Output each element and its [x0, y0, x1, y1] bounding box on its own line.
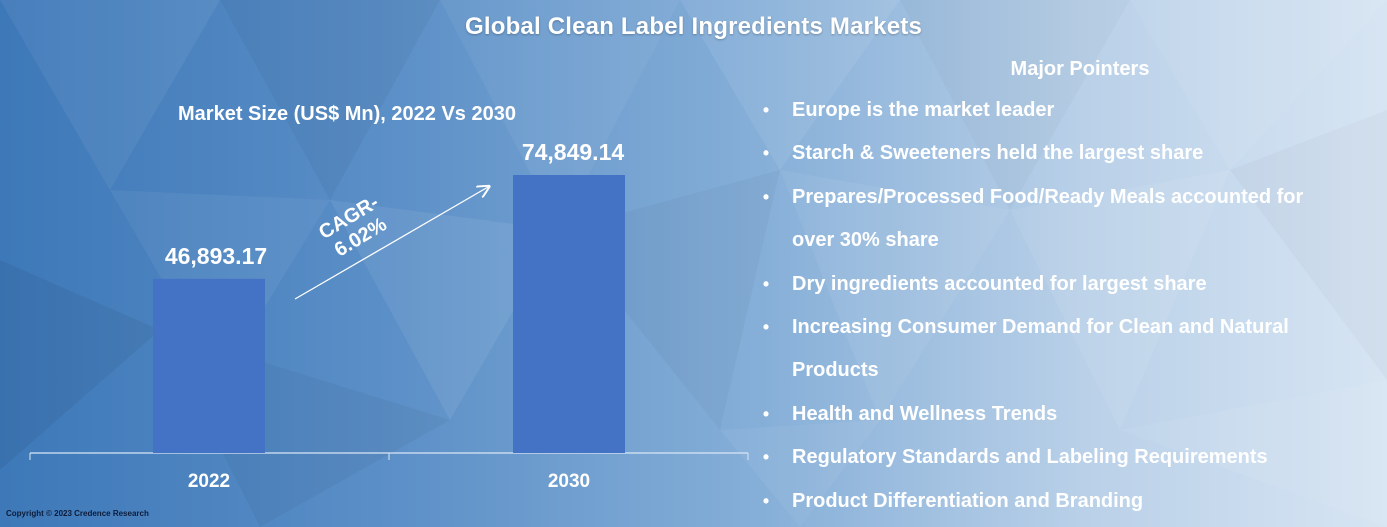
pointer-item: • Increasing Consumer Demand for Clean a… — [760, 306, 1330, 393]
x-tick-label-2022: 2022 — [188, 471, 230, 492]
cagr-annotation: CAGR- 6.02% — [315, 191, 391, 261]
bullet-icon: • — [762, 186, 770, 207]
pointer-text: Starch & Sweeteners held the largest sha… — [792, 142, 1204, 165]
copyright-text: Copyright © 2023 Credence Research — [6, 509, 149, 518]
cagr-arrow — [294, 187, 488, 300]
bar-2022 — [153, 278, 265, 453]
pointer-text: Dry ingredients accounted for largest sh… — [792, 272, 1207, 295]
bar-2030 — [513, 175, 625, 453]
bullet-icon: • — [762, 100, 770, 120]
market-size-chart: Market Size (US$ Mn), 2022 Vs 2030 46,89… — [29, 103, 749, 492]
pointer-text: Europe is the market leader — [792, 99, 1055, 121]
major-pointers-panel: Major Pointers • Europe is the market le… — [760, 58, 1380, 523]
pointer-item: • Europe is the market leader — [760, 89, 1330, 132]
pointer-text: Health and Wellness Trends — [792, 402, 1058, 425]
bullet-icon: • — [762, 143, 770, 164]
pointer-item: • Starch & Sweeteners held the largest s… — [760, 132, 1330, 175]
pointer-text: Regulatory Standards and Labeling Requir… — [792, 446, 1268, 469]
bullet-icon: • — [762, 273, 770, 294]
pointer-item: • Health and Wellness Trends — [760, 393, 1330, 436]
bullet-icon: • — [762, 317, 770, 338]
pointer-item: • Product Differentiation and Branding — [760, 480, 1330, 523]
value-label-2022: 46,893.17 — [165, 243, 267, 269]
major-pointers-title: Major Pointers — [1010, 58, 1150, 80]
pointer-item: • Prepares/Processed Food/Ready Meals ac… — [760, 176, 1330, 263]
pointer-text: Product Differentiation and Branding — [792, 489, 1144, 512]
x-tick-label-2030: 2030 — [548, 471, 590, 492]
pointer-text: Increasing Consumer Demand for Clean and… — [792, 316, 1289, 382]
pointer-item: • Regulatory Standards and Labeling Requ… — [760, 436, 1330, 479]
bullet-icon: • — [762, 447, 770, 468]
bullet-icon: • — [762, 490, 770, 511]
bullet-icon: • — [762, 403, 770, 424]
main-title: Global Clean Label Ingredients Markets — [464, 13, 923, 40]
chart-title: Market Size (US$ Mn), 2022 Vs 2030 — [178, 103, 516, 125]
pointer-item: • Dry ingredients accounted for largest … — [760, 263, 1330, 306]
pointer-text: Prepares/Processed Food/Ready Meals acco… — [792, 185, 1304, 252]
value-label-2030: 74,849.14 — [522, 139, 625, 165]
pointer-list: • Europe is the market leader • Starch &… — [760, 89, 1380, 523]
